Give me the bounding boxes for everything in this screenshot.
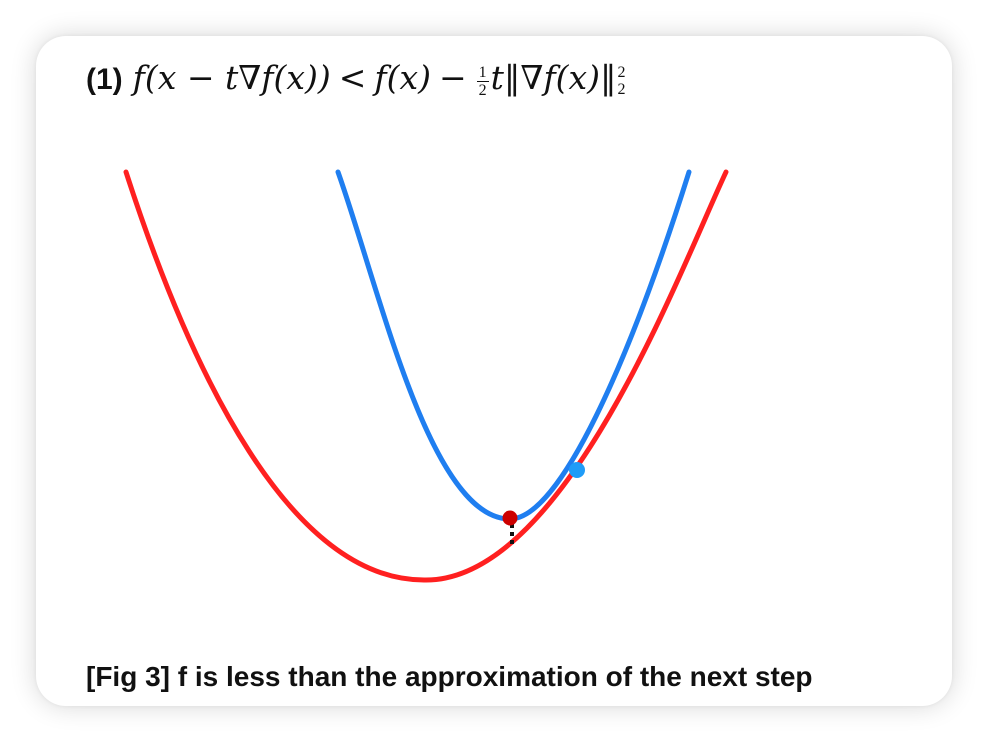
current-point-marker — [569, 462, 585, 478]
fraction-numerator: 1 — [476, 63, 489, 82]
next-point-marker — [502, 510, 518, 526]
function-curve — [123, 169, 729, 583]
formula-relation: < — [338, 58, 367, 97]
formula-minus: − — [439, 58, 467, 97]
formula-tag: (1) — [86, 63, 123, 96]
norm-subscript: 2 — [617, 81, 626, 99]
norm-superscript: 2 — [617, 64, 626, 82]
formula-lhs: f(x − t∇f(x)) — [132, 58, 331, 97]
formula-norm: t‖∇f(x)‖ — [490, 58, 617, 97]
fraction-denominator: 2 — [478, 81, 487, 99]
figure-caption: [Fig 3] f is less than the approximation… — [86, 661, 813, 692]
figure-card — [36, 36, 952, 706]
inequality-formula: (1) f(x − t∇f(x)) < f(x) −1 2 t‖∇f(x)‖ 2 2 — [86, 58, 626, 100]
approximation-curve — [335, 169, 692, 522]
formula-rhs-f: f(x) — [374, 58, 431, 97]
